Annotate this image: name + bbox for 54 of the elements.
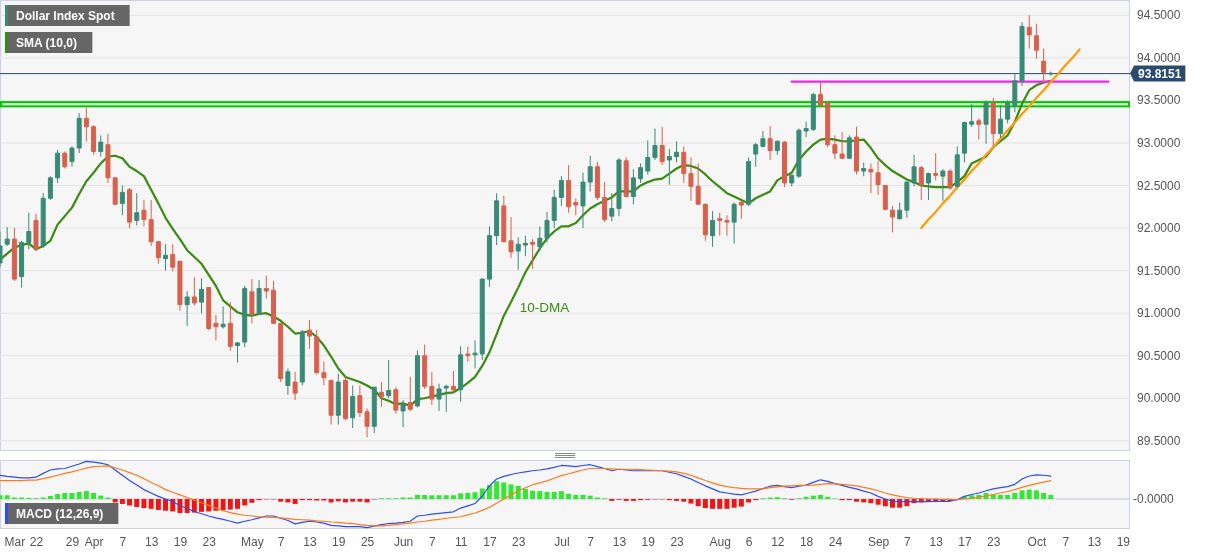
ref-line-label: 93.8151: [1138, 66, 1182, 81]
y-tick-label: 91.5000: [1137, 263, 1181, 278]
x-tick-label: 25: [360, 535, 375, 550]
legend-label: MACD (12,26,9): [16, 506, 104, 521]
x-tick-label: 13: [612, 535, 627, 550]
y-tick-label: 94.5000: [1137, 8, 1181, 23]
x-tick-label: 23: [670, 535, 685, 550]
y-tick-label: 89.5000: [1137, 433, 1181, 448]
x-tick-label: 19: [1116, 535, 1131, 550]
x-tick-label: 7: [429, 535, 436, 550]
x-tick-label: 17: [958, 535, 972, 550]
legend-label: Dollar Index Spot: [16, 8, 115, 23]
y-tick-label: 91.0000: [1137, 306, 1181, 321]
x-tick-label: Aug: [709, 535, 731, 550]
x-tick-label: 23: [512, 535, 526, 550]
x-tick-label: 13: [929, 535, 944, 550]
x-tick-label: 7: [277, 535, 285, 550]
y-tick-label: 90.0000: [1137, 391, 1181, 406]
x-tick-label: 23: [987, 535, 1001, 550]
x-tick-label: 12: [771, 535, 785, 550]
x-tick-label: Apr: [84, 535, 104, 550]
y-tick-label: 93.0000: [1137, 135, 1181, 150]
x-tick-label: 29: [65, 535, 80, 550]
x-tick-label: May: [241, 535, 264, 550]
x-tick-label: Jun: [393, 535, 414, 550]
annotation: 10-DMA: [519, 300, 570, 316]
y-tick-label: 92.5000: [1137, 178, 1181, 193]
x-tick-label: 18: [799, 535, 814, 550]
x-tick-label: 7: [1062, 535, 1070, 550]
y-tick-label: 92.0000: [1137, 221, 1181, 236]
x-tick-label: 6: [745, 535, 753, 550]
x-tick-label: 19: [332, 535, 346, 550]
y-tick-label: 93.5000: [1137, 93, 1181, 108]
x-tick-label: Sep: [867, 535, 890, 550]
x-tick-label: 7: [904, 535, 912, 550]
x-tick-label: Jul: [554, 535, 570, 550]
x-tick-label: Mar: [4, 535, 26, 550]
x-tick-label: 13: [303, 535, 317, 550]
x-tick-label: 13: [144, 535, 159, 550]
x-tick-label: 19: [173, 535, 188, 550]
x-tick-label: 23: [202, 535, 217, 550]
x-tick-label: 13: [1087, 535, 1102, 550]
y-tick-label: 94.0000: [1137, 50, 1181, 65]
x-tick-label: 19: [641, 535, 656, 550]
y-tick-label: 90.5000: [1137, 348, 1181, 363]
legend-label: SMA (10,0): [16, 35, 77, 50]
x-tick-label: Oct: [1027, 535, 1047, 550]
x-tick-label: 7: [587, 535, 595, 550]
x-tick-label: 17: [483, 535, 497, 550]
x-tick-label: 7: [119, 535, 127, 550]
x-tick-label: 22: [29, 535, 44, 550]
x-tick-label: 24: [828, 535, 843, 550]
x-tick-label: 11: [454, 535, 468, 550]
text: -0.0000: [1133, 492, 1175, 507]
